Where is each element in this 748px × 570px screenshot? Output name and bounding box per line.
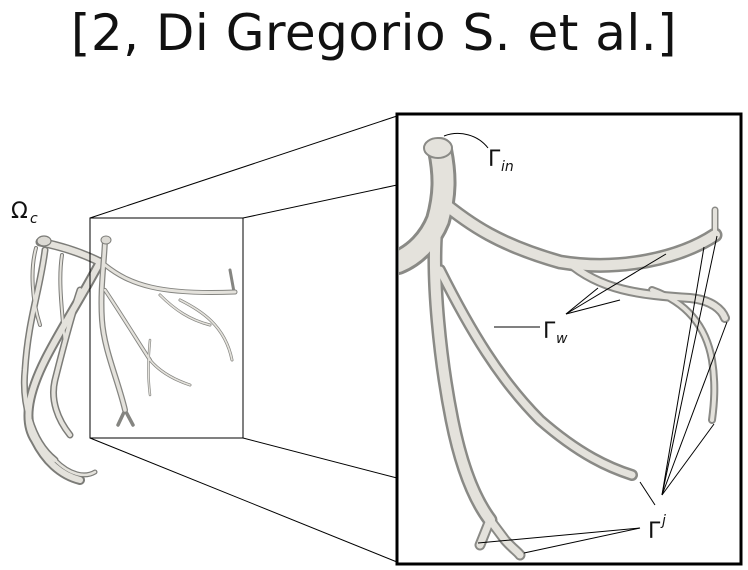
gamma-in-label: Γ in (488, 147, 514, 175)
selection-box (89, 217, 244, 439)
annotation-leaders (443, 133, 728, 554)
svg-text:Γ: Γ (543, 319, 556, 344)
full-vessel-tree (20, 235, 238, 485)
svg-text:Γ: Γ (488, 147, 501, 172)
svg-text:w: w (556, 331, 568, 347)
svg-text:Ω: Ω (11, 199, 28, 224)
svg-text:c: c (30, 211, 38, 227)
zoom-inset-frame (395, 112, 743, 566)
svg-text:j: j (660, 513, 666, 529)
figure-title: [2, Di Gregorio S. et al.] (70, 4, 678, 62)
gamma-w-label: Γ w (543, 319, 568, 347)
zoom-projection-lines (89, 115, 398, 563)
gamma-j-label: Γ j (648, 513, 666, 544)
svg-text:in: in (501, 159, 514, 175)
zoomed-vessel-tree (399, 137, 730, 561)
svg-text:Γ: Γ (648, 519, 661, 544)
omega-c-label: Ω c (11, 199, 38, 227)
